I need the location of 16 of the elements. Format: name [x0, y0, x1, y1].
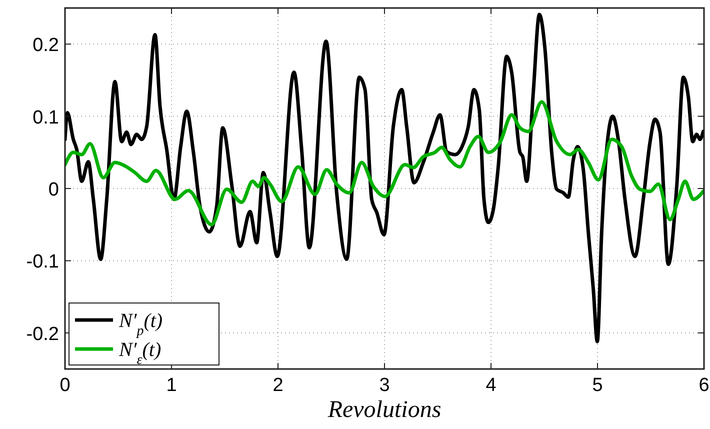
x-tick-label: 1: [166, 375, 177, 396]
y-tick-label: -0.1: [26, 252, 59, 273]
y-tick-label: 0.2: [32, 35, 59, 56]
x-tick-label: 2: [272, 375, 284, 396]
legend-label: N′$_{ε}$(t): [118, 339, 162, 368]
line-series: [65, 12, 704, 344]
x-tick-label: 4: [486, 375, 497, 396]
y-tick-label: 0.1: [32, 107, 59, 128]
y-tick-label: -0.2: [26, 324, 59, 345]
y-tick-label: 0: [48, 180, 59, 200]
x-tick-label: 5: [592, 375, 603, 396]
x-tick-label: 3: [379, 375, 390, 396]
x-tick-label: 6: [698, 375, 710, 396]
legend-label: N′$_{p}$(t): [118, 310, 163, 338]
x-axis-title: Revolutions: [326, 397, 442, 423]
line-series: [65, 100, 704, 226]
